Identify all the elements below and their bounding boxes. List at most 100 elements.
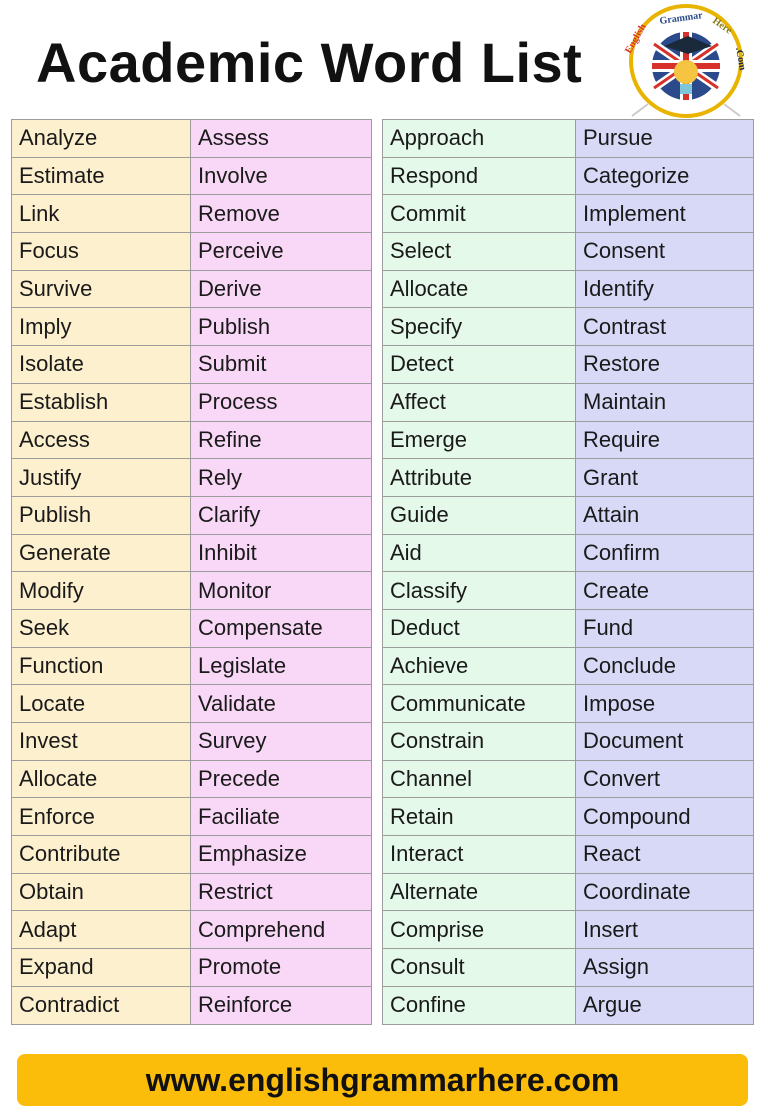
- website-url: www.englishgrammarhere.com: [145, 1061, 620, 1098]
- table-row: Contribute Emphasize: [11, 835, 372, 874]
- word-cell: Modify: [11, 571, 191, 610]
- logo-english-grammar-here-icon: English Grammar Here .Com: [623, 4, 748, 118]
- word-cell: Retain: [382, 797, 576, 837]
- word-cell: Clarify: [190, 495, 372, 535]
- table-row: Access Refine: [11, 420, 372, 460]
- table-row: Specify Contrast: [382, 307, 754, 347]
- word-cell: Coordinate: [575, 872, 754, 912]
- table-row: Isolate Submit: [11, 345, 372, 384]
- word-cell: Locate: [11, 684, 191, 723]
- table-row: Deduct Fund: [382, 608, 754, 648]
- left-word-table: Analyze Assess Estimate Involve Link Remove Fo…: [11, 119, 372, 1025]
- word-cell: Promote: [190, 948, 372, 987]
- table-row: Select Consent: [382, 232, 754, 271]
- table-row: Seek Compensate: [11, 608, 372, 648]
- table-row: Estimate Involve: [11, 156, 372, 196]
- table-row: Affect Maintain: [382, 382, 754, 422]
- word-cell: Survey: [190, 722, 372, 761]
- word-cell: Adapt: [11, 910, 191, 950]
- word-cell: Analyze: [11, 119, 191, 158]
- word-cell: Estimate: [11, 156, 191, 196]
- table-row: Adapt Comprehend: [11, 910, 372, 950]
- table-row: Confine Argue: [382, 985, 754, 1025]
- word-cell: Contradict: [11, 985, 191, 1025]
- word-cell: Communicate: [382, 684, 576, 723]
- word-cell: Isolate: [11, 345, 191, 384]
- word-cell: Publish: [11, 495, 191, 535]
- word-cell: Identify: [575, 269, 754, 309]
- word-cell: Submit: [190, 345, 372, 384]
- word-cell: Consult: [382, 948, 576, 987]
- table-row: Respond Categorize: [382, 156, 754, 196]
- table-row: Alternate Coordinate: [382, 872, 754, 912]
- table-row: Establish Process: [11, 382, 372, 422]
- word-cell: Insert: [575, 910, 754, 950]
- word-cell: Comprehend: [190, 910, 372, 950]
- word-cell: Classify: [382, 571, 576, 610]
- page-title: Academic Word List: [36, 31, 583, 94]
- word-cell: Maintain: [575, 382, 754, 422]
- table-row: Imply Publish: [11, 307, 372, 347]
- table-row: Analyze Assess: [11, 119, 372, 158]
- word-cell: Create: [575, 571, 754, 610]
- word-cell: Compensate: [190, 608, 372, 648]
- word-cell: Attain: [575, 495, 754, 535]
- table-row: Function Legislate: [11, 646, 372, 686]
- word-cell: Confirm: [575, 533, 754, 573]
- word-cell: Guide: [382, 495, 576, 535]
- table-row: Constrain Document: [382, 722, 754, 761]
- table-row: Contradict Reinforce: [11, 985, 372, 1025]
- word-cell: Channel: [382, 759, 576, 799]
- word-cell: Rely: [190, 458, 372, 497]
- word-cell: Inhibit: [190, 533, 372, 573]
- table-row: Invest Survey: [11, 722, 372, 761]
- word-cell: Attribute: [382, 458, 576, 497]
- word-cell: Function: [11, 646, 191, 686]
- table-row: Detect Restore: [382, 345, 754, 384]
- word-cell: Fund: [575, 608, 754, 648]
- table-row: Expand Promote: [11, 948, 372, 987]
- word-cell: Compound: [575, 797, 754, 837]
- word-cell: Obtain: [11, 872, 191, 912]
- table-row: Guide Attain: [382, 495, 754, 535]
- word-cell: Seek: [11, 608, 191, 648]
- table-row: Consult Assign: [382, 948, 754, 987]
- word-cell: Perceive: [190, 232, 372, 271]
- table-row: Comprise Insert: [382, 910, 754, 950]
- word-cell: Contribute: [11, 835, 191, 874]
- table-row: Interact React: [382, 835, 754, 874]
- table-row: Retain Compound: [382, 797, 754, 837]
- word-cell: Commit: [382, 194, 576, 234]
- table-row: Allocate Precede: [11, 759, 372, 799]
- word-cell: Affect: [382, 382, 576, 422]
- table-row: Obtain Restrict: [11, 872, 372, 912]
- word-cell: Select: [382, 232, 576, 271]
- word-cell: Grant: [575, 458, 754, 497]
- word-cell: Publish: [190, 307, 372, 347]
- table-row: Classify Create: [382, 571, 754, 610]
- word-cell: Deduct: [382, 608, 576, 648]
- table-row: Modify Monitor: [11, 571, 372, 610]
- word-cell: Refine: [190, 420, 372, 460]
- word-cell: Contrast: [575, 307, 754, 347]
- table-row: Enforce Faciliate: [11, 797, 372, 837]
- word-cell: Argue: [575, 985, 754, 1025]
- word-cell: Comprise: [382, 910, 576, 950]
- word-cell: Detect: [382, 345, 576, 384]
- word-cell: Convert: [575, 759, 754, 799]
- word-cell: Respond: [382, 156, 576, 196]
- word-cell: Constrain: [382, 722, 576, 761]
- word-cell: Emphasize: [190, 835, 372, 874]
- table-row: Aid Confirm: [382, 533, 754, 573]
- word-cell: Precede: [190, 759, 372, 799]
- word-cell: React: [575, 835, 754, 874]
- table-row: Generate Inhibit: [11, 533, 372, 573]
- table-row: Channel Convert: [382, 759, 754, 799]
- word-cell: Monitor: [190, 571, 372, 610]
- word-cell: Justify: [11, 458, 191, 497]
- word-cell: Require: [575, 420, 754, 460]
- word-cell: Survive: [11, 269, 191, 309]
- website-banner: www.englishgrammarhere.com: [17, 1054, 748, 1106]
- word-cell: Achieve: [382, 646, 576, 686]
- table-row: Approach Pursue: [382, 119, 754, 158]
